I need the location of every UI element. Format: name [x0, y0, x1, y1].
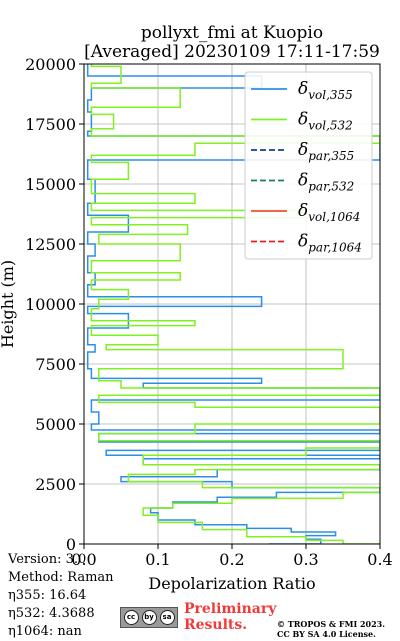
method-text: Method: Raman	[8, 570, 114, 585]
sa-icon: sa	[159, 610, 175, 625]
series-layer	[86, 64, 380, 544]
legend-subscript: vol,1064	[308, 210, 360, 224]
x-tick-label: 0.0	[71, 550, 96, 569]
x-tick-label: 0.2	[219, 550, 244, 569]
legend-subscript: par,532	[308, 180, 354, 194]
x-tick-label: 0.3	[293, 550, 318, 569]
y-axis-label: Height (m)	[0, 260, 17, 348]
eta-1064-text: η1064: nan	[8, 624, 82, 639]
chart-subtitle: [Averaged] 20230109 17:11-17:59	[84, 42, 380, 62]
legend-label-par-532: δpar,532	[298, 171, 354, 194]
y-tick-label: 20000	[25, 55, 76, 74]
copyright-line-2: CC BY SA 4.0 License.	[277, 629, 376, 639]
legend-subscript: vol,532	[308, 119, 353, 133]
y-tick-label: 12500	[25, 235, 76, 254]
y-tick-label: 0	[66, 535, 76, 554]
metadata-block: Version: 3.0 Method: Raman η355: 16.64 η…	[8, 551, 114, 641]
legend-label-par-1064: δpar,1064	[298, 232, 362, 255]
copyright-notice: © TROPOS & FMI 2023. CC BY SA 4.0 Licens…	[277, 619, 385, 639]
legend-label-vol-355: δvol,355	[298, 79, 353, 102]
cc-icon: cc	[123, 610, 139, 625]
legend-symbol: δ	[298, 140, 308, 160]
copyright-line-1: © TROPOS & FMI 2023.	[277, 619, 386, 629]
legend-symbol: δ	[298, 201, 308, 221]
legend-label-par-355: δpar,355	[298, 140, 354, 163]
legend-symbol: δ	[298, 79, 308, 99]
legend-subscript: par,1064	[308, 241, 362, 255]
x-tick-label: 0.4	[367, 550, 392, 569]
legend-subscript: par,355	[308, 149, 354, 163]
axis-ticks: 0.0 0.1 0.2 0.3 0.4 0 2500 5000 7500 10000 12500 15…	[25, 55, 393, 569]
y-tick-label: 10000	[25, 295, 76, 314]
legend-subscript: vol,355	[308, 88, 353, 102]
y-tick-label: 5000	[35, 415, 76, 434]
y-tick-label: 15000	[25, 175, 76, 194]
y-tick-label: 17500	[25, 115, 76, 134]
x-tick-label: 0.1	[145, 550, 170, 569]
preliminary-results-label: Preliminary Results.	[184, 601, 276, 633]
legend-label-vol-532: δvol,532	[298, 110, 353, 133]
legend: δvol,355δvol,532δpar,355δpar,532δvol,106…	[244, 71, 373, 260]
series-line-vol-532	[90, 64, 380, 544]
preliminary-line-2: Results.	[184, 617, 248, 633]
legend-symbol: δ	[298, 110, 308, 130]
legend-label-vol-1064: δvol,1064	[298, 201, 360, 224]
chart-title: pollyxt_fmi at Kuopio	[141, 23, 323, 43]
y-tick-label: 7500	[35, 355, 76, 374]
eta-532-text: η532: 4.3688	[8, 606, 95, 621]
cc-license-icon: cc by sa	[120, 607, 178, 628]
legend-symbol: δ	[298, 171, 308, 191]
y-tick-label: 2500	[35, 475, 76, 494]
legend-symbol: δ	[298, 232, 308, 252]
eta-355-text: η355: 16.64	[8, 588, 87, 603]
version-text: Version: 3.0	[8, 552, 87, 567]
x-axis-label: Depolarization Ratio	[148, 574, 315, 593]
by-icon: by	[141, 610, 157, 625]
preliminary-line-1: Preliminary	[184, 601, 277, 617]
